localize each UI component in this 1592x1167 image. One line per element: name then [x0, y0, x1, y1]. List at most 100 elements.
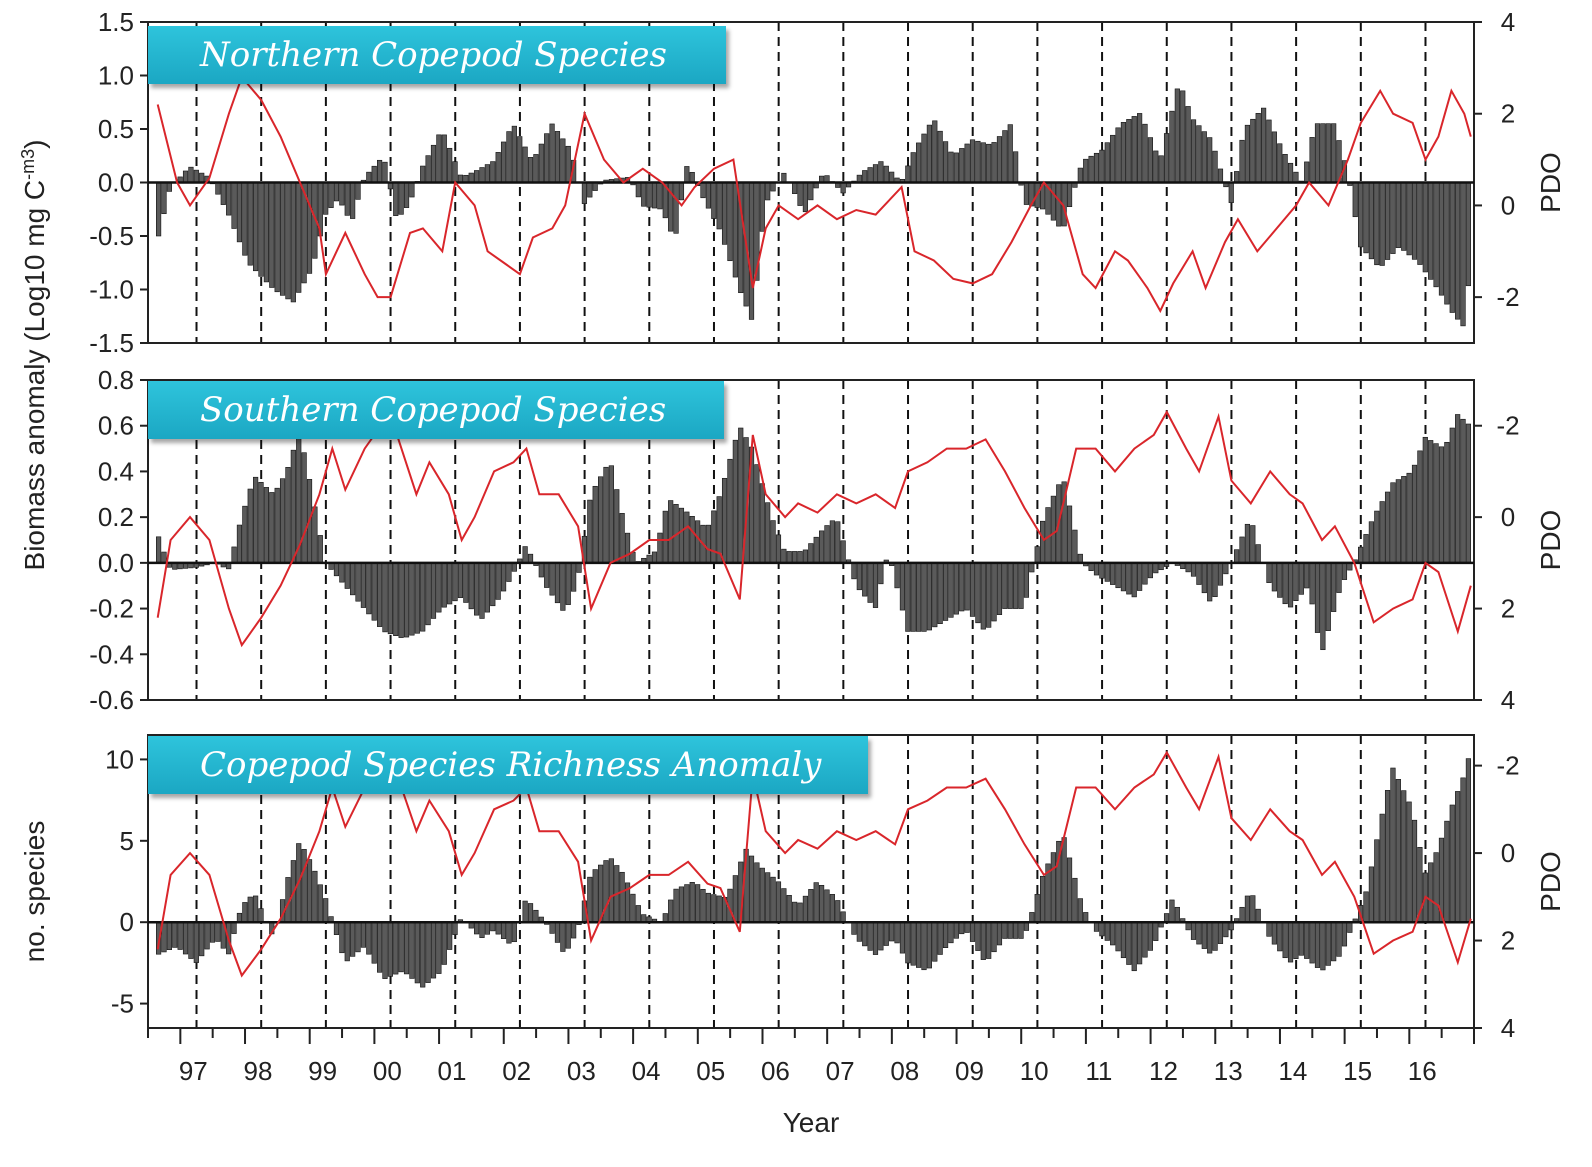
bar	[371, 921, 377, 964]
bar	[1142, 123, 1148, 183]
bar	[511, 562, 517, 572]
bar	[1207, 137, 1213, 183]
bar	[403, 562, 410, 638]
bar	[678, 507, 685, 564]
bar	[166, 182, 172, 192]
bar	[1223, 921, 1229, 938]
bar	[1341, 562, 1348, 580]
y-tick-label: -0.2	[89, 594, 134, 624]
bar	[1363, 891, 1369, 923]
bar	[926, 921, 932, 969]
pdo-line	[156, 75, 1472, 314]
bar	[1104, 921, 1110, 941]
bar	[538, 562, 544, 578]
bar	[587, 499, 593, 564]
bar	[1406, 801, 1412, 923]
bar	[463, 562, 469, 603]
bar	[1018, 921, 1024, 939]
bar	[792, 551, 798, 564]
bar	[716, 182, 722, 230]
bar	[560, 562, 566, 611]
bar	[619, 513, 625, 564]
bar	[420, 562, 426, 632]
bar	[916, 921, 922, 968]
bar	[770, 876, 776, 923]
bar	[635, 905, 641, 923]
bar	[457, 562, 464, 598]
x-tick-label: 04	[632, 1056, 661, 1086]
y2-tick-label: 2	[1501, 99, 1515, 129]
bar	[905, 562, 911, 632]
bar	[1293, 562, 1299, 601]
bar	[646, 182, 652, 208]
bar	[452, 562, 458, 602]
bar	[1277, 143, 1283, 183]
bar	[371, 562, 377, 621]
bar	[1023, 562, 1030, 598]
bar	[236, 912, 243, 923]
bar	[953, 152, 959, 183]
bar	[662, 510, 668, 564]
bar	[522, 146, 528, 183]
bar	[1266, 562, 1272, 583]
y-tick-label: -0.4	[89, 639, 134, 669]
bar	[333, 562, 340, 577]
bar	[452, 161, 458, 183]
y-tick-label: 1.5	[98, 7, 134, 37]
y-tick-label: 0.4	[98, 456, 134, 486]
bar	[274, 182, 280, 293]
y2-tick-label: -2	[1496, 411, 1519, 441]
y-tick-label: -0.6	[89, 685, 134, 715]
bar	[1190, 921, 1197, 940]
panel-1: 0.8 0.6 0.4 0.2 0.0 -0.2 -0.4 -0.6 4 2 0 -2 PDO	[89, 365, 1566, 715]
bar	[403, 182, 410, 208]
bar	[975, 562, 981, 624]
bar	[1428, 862, 1434, 923]
bar	[1282, 562, 1288, 605]
bar	[1363, 534, 1369, 564]
bar	[1066, 182, 1073, 207]
bar	[377, 921, 383, 973]
bar	[856, 921, 862, 942]
bar	[172, 921, 178, 948]
bar	[161, 182, 167, 215]
bar	[258, 481, 264, 564]
bar	[306, 859, 313, 923]
bar	[1368, 521, 1374, 564]
bar	[921, 921, 927, 971]
x-tick-label: 98	[244, 1056, 273, 1086]
bar	[770, 520, 776, 564]
bar	[350, 182, 356, 219]
bar	[1088, 155, 1094, 183]
bar	[1207, 921, 1213, 954]
bar	[511, 921, 517, 943]
bar	[1217, 921, 1224, 944]
bar	[247, 488, 253, 564]
bar	[587, 182, 593, 198]
bar	[263, 487, 269, 564]
bar	[932, 921, 938, 962]
bar	[819, 884, 825, 923]
bar	[484, 164, 490, 183]
bar	[942, 921, 949, 948]
bar	[495, 562, 501, 600]
bar	[522, 900, 528, 923]
bar	[247, 896, 253, 923]
y2-axis-title: PDO	[1535, 510, 1566, 571]
bar	[382, 161, 388, 183]
bar	[220, 182, 226, 205]
bar	[851, 562, 857, 580]
bar	[824, 525, 830, 564]
bar	[991, 921, 997, 953]
bar	[1390, 182, 1396, 254]
bar	[479, 562, 485, 619]
bar	[1120, 921, 1127, 959]
bar	[500, 562, 507, 592]
bar	[193, 169, 199, 183]
x-tick-label: 11	[1085, 1056, 1112, 1086]
bar	[894, 921, 900, 944]
y-tick-label: -1.0	[89, 275, 134, 305]
y2-tick-label: 0	[1501, 190, 1515, 220]
bar	[651, 551, 658, 564]
bar	[1331, 562, 1337, 612]
